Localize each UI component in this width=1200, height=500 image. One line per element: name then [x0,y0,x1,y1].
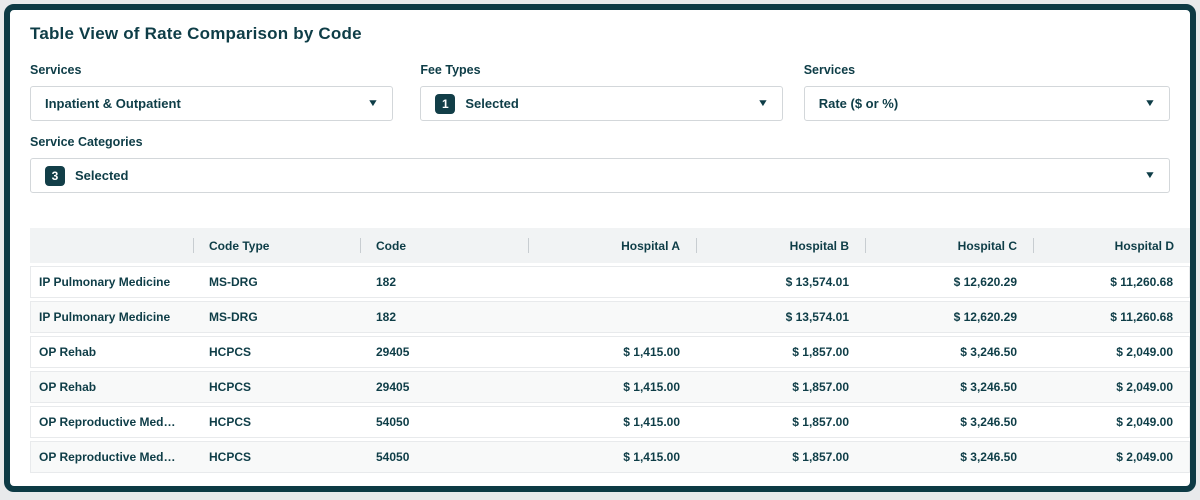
cell-service: IP Pulmonary Medicine [30,266,193,298]
cell-hospital-b: $ 13,574.01 [696,301,865,333]
table-row: OP Reproductive Medici... HCPCS 54050 $ … [30,441,1190,473]
chevron-down-icon: ▼ [756,97,769,109]
filter-services-left: Services Inpatient & Outpatient ▼ [30,63,394,121]
cell-hospital-d: $ 2,049.00 [1033,441,1190,473]
fee-types-label: Fee Types [420,63,481,77]
cell-service: OP Rehab [30,336,193,368]
cell-hospital-d: $ 2,049.00 [1033,406,1190,438]
filter-fee-types: Fee Types 1 Selected ▼ [420,63,783,121]
page-title: Table View of Rate Comparison by Code [30,24,362,43]
column-header-code: Code [360,228,528,263]
cell-hospital-c: $ 3,246.50 [865,406,1033,438]
table-row: OP Reproductive Medici... HCPCS 54050 $ … [30,406,1190,438]
cell-code-type: HCPCS [193,406,360,438]
cell-hospital-d: $ 2,049.00 [1033,336,1190,368]
fee-types-value: Selected [465,96,519,111]
cell-hospital-a: $ 1,415.00 [528,406,696,438]
cell-code: 29405 [360,371,528,403]
cell-service: OP Reproductive Medici... [30,441,193,473]
cell-code: 54050 [360,441,528,473]
cell-hospital-b: $ 13,574.01 [696,266,865,298]
cell-code: 54050 [360,406,528,438]
cell-hospital-a: $ 1,415.00 [528,336,696,368]
table-row: OP Rehab HCPCS 29405 $ 1,415.00 $ 1,857.… [30,336,1190,368]
column-header-hospital-a: Hospital A [528,228,696,263]
filter-service-categories: Service Categories 3 Selected ▼ [30,135,1170,193]
cell-code: 182 [360,266,528,298]
column-header-hospital-d: Hospital D [1033,228,1190,263]
filters-row: Services Inpatient & Outpatient ▼ Fee Ty… [30,63,1170,121]
cell-hospital-c: $ 3,246.50 [865,441,1033,473]
cell-hospital-d: $ 11,260.68 [1033,301,1190,333]
cell-hospital-b: $ 1,857.00 [696,406,865,438]
cell-hospital-a [528,266,696,298]
selected-count-badge: 1 [435,93,456,114]
cell-hospital-a: $ 1,415.00 [528,441,696,473]
service-categories-select[interactable]: 3 Selected ▼ [30,158,1170,193]
chevron-down-icon: ▼ [1143,169,1157,181]
cell-hospital-b: $ 1,857.00 [696,371,865,403]
fee-types-select[interactable]: 1 Selected ▼ [420,86,783,121]
column-header-service [30,228,193,263]
table-body: IP Pulmonary Medicine MS-DRG 182 $ 13,57… [30,266,1190,473]
cell-hospital-b: $ 1,857.00 [696,336,865,368]
service-categories-value: Selected [75,168,129,183]
cell-code-type: HCPCS [193,336,360,368]
chevron-down-icon: ▼ [1143,97,1157,109]
cell-service: OP Reproductive Medici... [30,406,193,438]
cell-code-type: HCPCS [193,371,360,403]
cell-hospital-a [528,301,696,333]
cell-code-type: HCPCS [193,441,360,473]
column-header-hospital-b: Hospital B [696,228,865,263]
cell-hospital-b: $ 1,857.00 [696,441,865,473]
cell-hospital-a: $ 1,415.00 [528,371,696,403]
table-row: IP Pulmonary Medicine MS-DRG 182 $ 13,57… [30,266,1190,298]
rate-comparison-table: Code Type Code Hospital A Hospital B Hos… [30,225,1190,476]
services-left-value: Inpatient & Outpatient [45,96,181,111]
cell-hospital-c: $ 12,620.29 [865,266,1033,298]
service-categories-label: Service Categories [30,135,143,149]
cell-code: 182 [360,301,528,333]
cell-service: IP Pulmonary Medicine [30,301,193,333]
cell-hospital-c: $ 3,246.50 [865,336,1033,368]
cell-code-type: MS-DRG [193,301,360,333]
selected-count-badge: 3 [45,165,65,186]
services-left-label: Services [30,63,82,77]
column-header-code-type: Code Type [193,228,360,263]
column-header-hospital-c: Hospital C [865,228,1033,263]
services-left-select[interactable]: Inpatient & Outpatient ▼ [30,86,394,121]
services-right-label: Services [803,63,856,77]
chevron-down-icon: ▼ [367,97,380,109]
rate-comparison-panel: Table View of Rate Comparison by Code Se… [4,4,1196,492]
cell-code-type: MS-DRG [193,266,360,298]
cell-hospital-d: $ 11,260.68 [1033,266,1190,298]
services-right-value: Rate ($ or %) [818,96,899,111]
cell-hospital-c: $ 12,620.29 [865,301,1033,333]
table-row: IP Pulmonary Medicine MS-DRG 182 $ 13,57… [30,301,1190,333]
cell-service: OP Rehab [30,371,193,403]
table-header-row: Code Type Code Hospital A Hospital B Hos… [30,228,1190,263]
cell-hospital-d: $ 2,049.00 [1033,371,1190,403]
cell-code: 29405 [360,336,528,368]
filter-services-right: Services Rate ($ or %) ▼ [803,63,1170,121]
table-header: Code Type Code Hospital A Hospital B Hos… [30,228,1190,263]
services-right-select[interactable]: Rate ($ or %) ▼ [803,86,1170,121]
cell-hospital-c: $ 3,246.50 [865,371,1033,403]
table-row: OP Rehab HCPCS 29405 $ 1,415.00 $ 1,857.… [30,371,1190,403]
